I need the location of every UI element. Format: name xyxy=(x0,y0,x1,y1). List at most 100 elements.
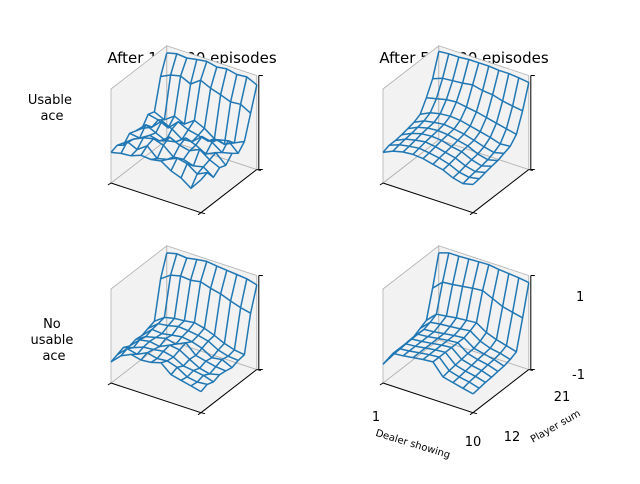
wire-row-18 xyxy=(419,321,511,361)
wire-col-8 xyxy=(180,274,238,381)
wire-row-18 xyxy=(147,113,239,154)
wire-col-10 xyxy=(200,284,258,393)
wire-col-7 xyxy=(170,68,228,172)
wire-col-10 xyxy=(472,82,530,186)
wire-row-14 xyxy=(123,346,214,383)
wire-row-19 xyxy=(154,316,245,356)
wire-col-9 xyxy=(190,278,248,387)
wire-row-16 xyxy=(407,126,498,162)
y-axis-tick xyxy=(472,412,478,415)
wire-col-8 xyxy=(452,273,510,384)
wire-row-18 xyxy=(420,112,511,148)
x-axis-tick xyxy=(469,412,474,416)
y-tick-label-end: 21 xyxy=(554,390,571,405)
wire-col-5 xyxy=(422,261,480,361)
wire-row-12 xyxy=(382,150,474,186)
wire-row-16 xyxy=(135,335,227,372)
wire-row-19 xyxy=(426,313,517,353)
wireframe-panel-no-usable-500k xyxy=(379,244,535,416)
row-label-no-usable-ace: No usable ace xyxy=(31,317,78,364)
wire-row-20 xyxy=(160,274,251,314)
wire-col-9 xyxy=(190,76,248,189)
wire-col-1 xyxy=(382,51,440,153)
y-axis-line xyxy=(200,169,258,214)
wire-col-3 xyxy=(402,56,460,153)
wire-col-1 xyxy=(110,52,168,153)
wire-col-9 xyxy=(462,277,520,389)
wire-row-12 xyxy=(110,151,202,190)
wire-col-6 xyxy=(160,265,218,364)
wire-row-21 xyxy=(166,52,258,86)
wire-col-10 xyxy=(200,84,258,181)
wire-row-17 xyxy=(141,120,233,155)
y-axis-line xyxy=(200,369,258,414)
wire-col-4 xyxy=(140,59,198,156)
wire-row-21 xyxy=(438,252,530,284)
wire-row-13 xyxy=(116,140,208,175)
wire-row-19 xyxy=(426,96,517,136)
wire-col-3 xyxy=(130,57,188,157)
wire-row-12 xyxy=(110,353,202,393)
wire-row-15 xyxy=(129,339,220,376)
pane-back-right xyxy=(438,245,530,371)
wire-col-7 xyxy=(442,70,500,171)
wire-col-6 xyxy=(160,66,218,162)
row-label-usable-ace-line-1: Usable xyxy=(28,93,72,108)
x-axis-line xyxy=(110,182,202,214)
wire-row-15 xyxy=(401,338,493,378)
row-label-no-usable-ace-line-3: ace xyxy=(42,349,65,364)
wire-col-6 xyxy=(432,264,490,363)
x-axis-tick xyxy=(469,212,474,216)
y-axis-line xyxy=(472,169,530,214)
z-tick-label-bottom: -1 xyxy=(572,368,585,383)
wire-col-8 xyxy=(452,73,510,179)
wire-row-14 xyxy=(395,138,486,174)
wire-row-19 xyxy=(153,111,245,146)
wire-row-21 xyxy=(438,50,530,84)
wire-col-2 xyxy=(120,253,178,357)
wire-col-7 xyxy=(442,269,500,378)
row-label-no-usable-ace-line-1: No xyxy=(43,317,61,332)
wire-col-5 xyxy=(422,62,480,160)
x-axis-tick xyxy=(107,182,112,186)
wire-row-20 xyxy=(160,74,252,114)
wire-row-14 xyxy=(394,343,486,384)
wire-row-13 xyxy=(389,144,480,180)
y-axis-tick xyxy=(200,412,206,415)
y-axis-tick xyxy=(200,212,206,215)
x-tick-label-end: 10 xyxy=(465,435,482,450)
wire-col-4 xyxy=(412,59,470,155)
x-axis-label: Dealer showing xyxy=(374,428,451,461)
x-axis-tick xyxy=(107,382,112,386)
x-axis-tick xyxy=(379,182,384,186)
wire-col-7 xyxy=(170,270,228,376)
x-axis-line xyxy=(382,182,474,214)
z-tick-label-top: 1 xyxy=(576,290,584,305)
wire-row-16 xyxy=(407,333,499,373)
wire-col-2 xyxy=(120,53,178,154)
wire-row-13 xyxy=(388,347,480,389)
x-tick-label-start: 1 xyxy=(372,410,380,425)
wire-col-9 xyxy=(462,77,520,185)
row-label-usable-ace-line-2: ace xyxy=(40,109,63,124)
wire-col-1 xyxy=(110,252,168,363)
wire-row-21 xyxy=(166,252,258,286)
wireframe-panel-usable-500k xyxy=(379,44,535,216)
wire-col-2 xyxy=(392,252,450,354)
wire-col-2 xyxy=(392,53,450,152)
x-axis-tick xyxy=(379,382,384,386)
wire-col-4 xyxy=(412,258,470,359)
wire-row-18 xyxy=(147,322,239,362)
wireframe-panel-usable-100k xyxy=(107,44,263,216)
pane-back-right xyxy=(166,45,258,171)
y-axis-label: Player sum xyxy=(529,408,583,445)
x-axis-line xyxy=(382,382,474,414)
wire-row-17 xyxy=(413,120,505,155)
wire-row-13 xyxy=(116,347,208,386)
y-axis-line xyxy=(472,369,530,414)
wire-col-8 xyxy=(180,74,238,179)
wire-row-20 xyxy=(432,77,523,112)
wire-row-20 xyxy=(432,281,523,319)
